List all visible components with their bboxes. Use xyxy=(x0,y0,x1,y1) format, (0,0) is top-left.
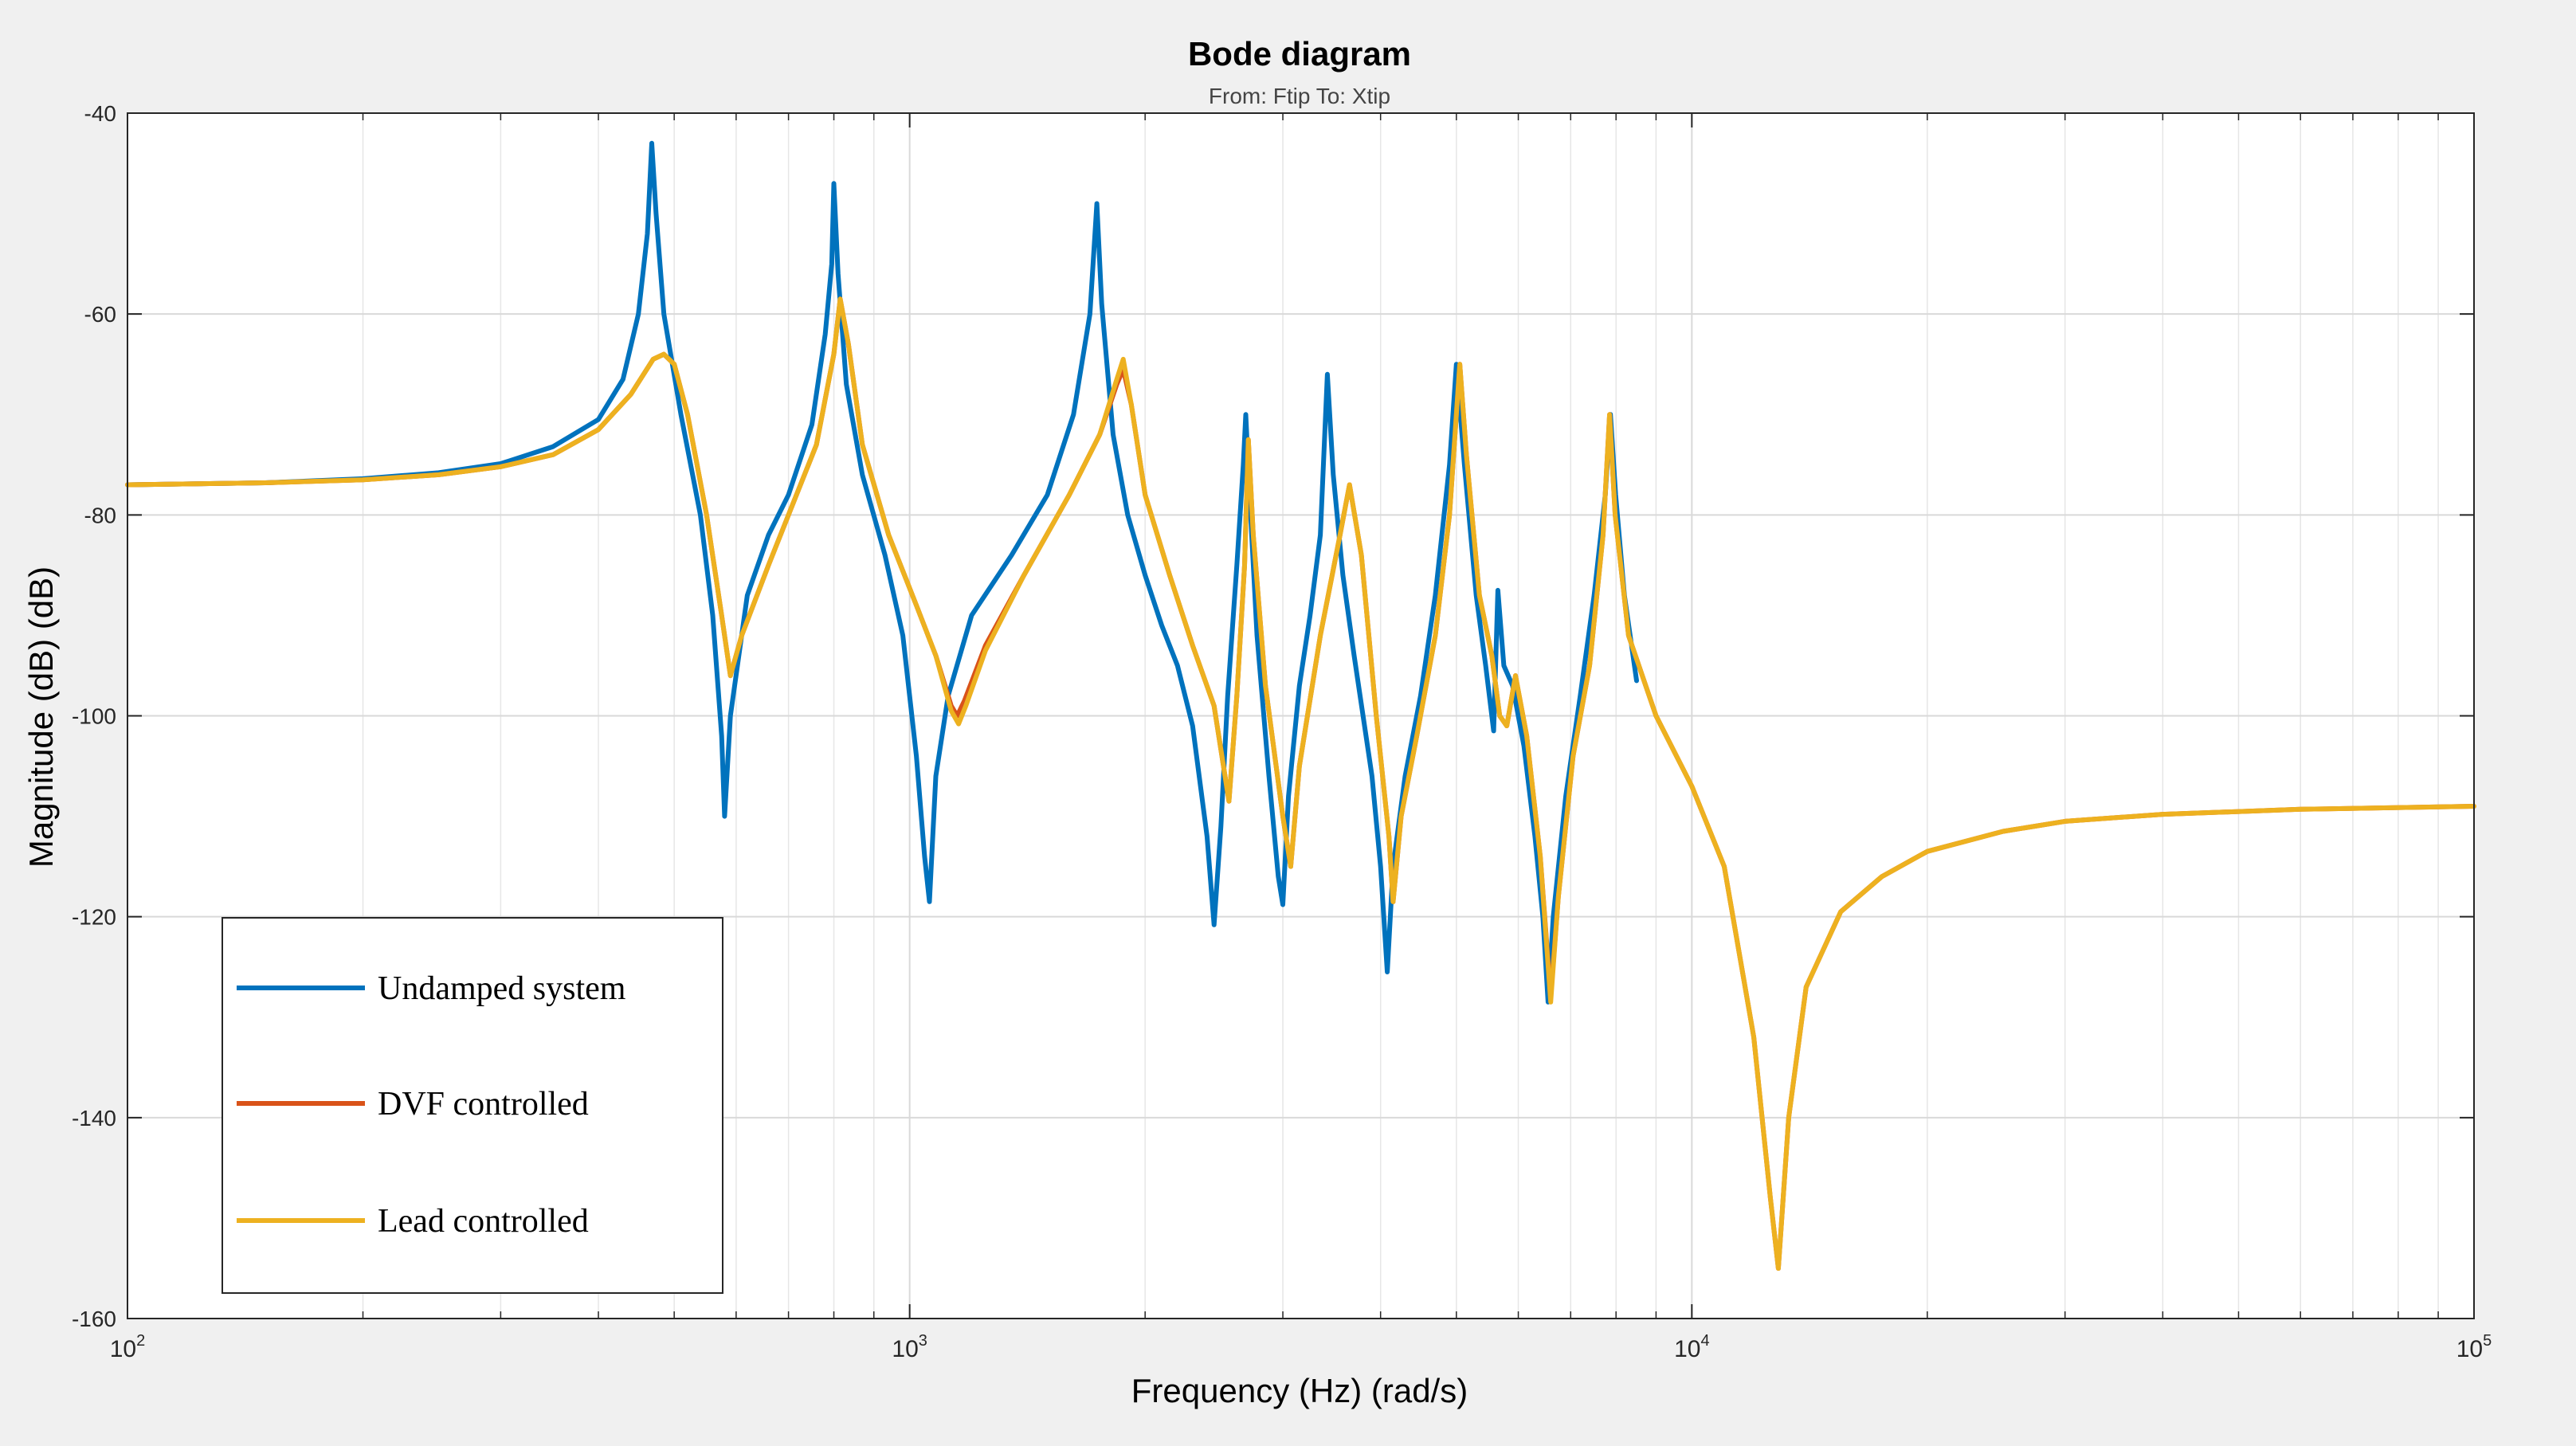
chart-title: Bode diagram xyxy=(1188,35,1411,72)
y-tick-labels: -40 -60 -80 -100 -120 -140 -160 xyxy=(72,101,116,1331)
y-tick-label: -40 xyxy=(84,101,116,126)
legend-label: DVF controlled xyxy=(378,1086,589,1123)
tick-marks xyxy=(127,112,2475,1319)
series-layer xyxy=(125,140,2476,1271)
series-line-1 xyxy=(125,140,1639,1005)
y-tick-label: -100 xyxy=(72,704,116,729)
legend-label: Undamped system xyxy=(378,970,626,1007)
x-axis-label: Frequency (Hz) (rad/s) xyxy=(1131,1372,1468,1409)
y-tick-label: -140 xyxy=(72,1106,116,1131)
x-tick-label: 102 xyxy=(110,1332,146,1362)
y-tick-label: -60 xyxy=(84,302,116,327)
y-axis-label: Magnitude (dB) (dB) xyxy=(22,566,60,868)
x-tick-label: 103 xyxy=(892,1332,927,1362)
y-tick-label: -160 xyxy=(72,1307,116,1331)
x-tick-label: 104 xyxy=(1674,1332,1710,1362)
x-tick-label: 105 xyxy=(2456,1332,2492,1362)
series-line-3 xyxy=(125,296,2476,1271)
legend-label: Lead controlled xyxy=(378,1203,589,1240)
x-tick-labels: 102 103 104 105 xyxy=(110,1332,2492,1362)
y-tick-label: -120 xyxy=(72,905,116,930)
chart-subtitle: From: Ftip To: Xtip xyxy=(1209,84,1390,108)
y-tick-label: -80 xyxy=(84,503,116,527)
legend: Undamped system DVF controlled Lead contro… xyxy=(222,917,723,1294)
